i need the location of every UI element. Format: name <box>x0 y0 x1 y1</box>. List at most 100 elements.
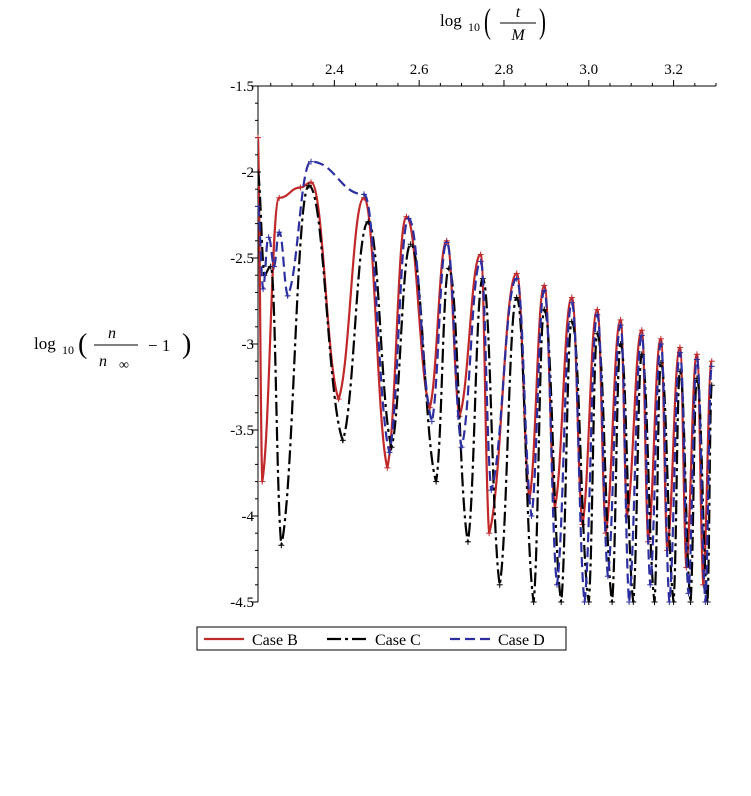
series-point <box>443 239 450 246</box>
series-point <box>255 134 261 141</box>
series-layer <box>255 134 715 605</box>
x-tick-label: 3.0 <box>579 62 598 78</box>
series-point <box>541 287 548 294</box>
svg-text:− 1: − 1 <box>148 336 170 355</box>
series-point <box>386 449 393 456</box>
series-point <box>708 363 715 370</box>
series-point <box>657 335 664 342</box>
series-point <box>255 169 261 175</box>
y-tick-label: -2.5 <box>230 251 254 267</box>
series-point <box>305 182 312 189</box>
series-point <box>405 215 412 222</box>
series-point <box>553 581 560 588</box>
series-point <box>708 358 715 365</box>
series-point <box>477 258 484 265</box>
series-point <box>339 437 346 444</box>
svg-text:log: log <box>34 334 56 353</box>
series-point <box>638 332 645 339</box>
series-point <box>617 322 624 329</box>
series-point <box>308 158 315 165</box>
series-point <box>513 275 520 282</box>
series-point <box>530 599 537 605</box>
series-point <box>260 285 267 292</box>
series-point <box>702 599 709 605</box>
series-point <box>335 396 342 403</box>
series-point <box>428 418 435 425</box>
series-point <box>458 444 465 451</box>
series-point <box>647 581 654 588</box>
series-point <box>361 191 368 198</box>
y-tick-label: -4.5 <box>230 595 254 611</box>
series-point <box>384 464 391 471</box>
series-point <box>388 444 395 451</box>
series-point <box>638 327 645 334</box>
series-point <box>407 241 414 248</box>
series-point <box>513 270 520 277</box>
legend-label: Case B <box>252 632 298 649</box>
svg-text:): ) <box>182 329 191 360</box>
y-tick-label: -2 <box>242 165 255 181</box>
y-tick-label: -4 <box>242 509 255 525</box>
series-point <box>308 179 315 186</box>
series-point <box>271 263 278 270</box>
y-tick-label: -1.5 <box>230 79 254 95</box>
x-axis-title: log 10 ( t M ) <box>440 2 546 44</box>
series-point <box>676 344 683 351</box>
svg-text:n: n <box>99 353 107 370</box>
series-point <box>676 349 683 356</box>
svg-text:n: n <box>108 325 116 342</box>
series-point <box>276 229 283 236</box>
svg-text:(: ( <box>484 2 491 41</box>
series-point <box>488 487 495 494</box>
legend-box <box>196 626 567 651</box>
series-point <box>693 356 700 363</box>
series-point <box>541 282 548 289</box>
legend: Case B Case C Case D <box>196 626 567 651</box>
series-point <box>558 599 565 605</box>
series-point <box>687 599 694 605</box>
series-point <box>464 538 471 545</box>
series-point <box>609 599 616 605</box>
series-point <box>685 590 692 597</box>
svg-text:M: M <box>510 27 526 44</box>
y-axis-title: log 10 ( n n ∞ − 1 ) <box>34 325 191 373</box>
series-point <box>666 599 673 605</box>
svg-text:log: log <box>440 11 462 30</box>
series-point <box>259 478 266 485</box>
series-line-case-d <box>258 160 713 602</box>
legend-label: Case D <box>498 632 545 649</box>
x-tick-label: 2.6 <box>410 62 429 78</box>
series-point <box>265 234 272 241</box>
series-point <box>594 306 601 313</box>
series-point <box>568 299 575 306</box>
series-point <box>617 316 624 323</box>
series-point <box>365 218 372 225</box>
x-tick-label: 3.2 <box>664 62 683 78</box>
series-point <box>486 530 493 537</box>
svg-text:∞: ∞ <box>119 358 129 373</box>
series-point <box>604 573 611 580</box>
svg-text:): ) <box>539 2 546 41</box>
series-point <box>581 599 588 605</box>
svg-text:t: t <box>516 4 521 21</box>
y-tick-label: -3 <box>242 337 255 353</box>
series-point <box>297 184 304 191</box>
series-point <box>657 341 664 347</box>
series-point <box>496 581 503 588</box>
series-point <box>255 203 261 210</box>
series-point <box>433 478 440 485</box>
x-tick-label: 2.4 <box>325 62 344 78</box>
series-point <box>513 294 520 301</box>
x-tick-label: 2.8 <box>495 62 514 78</box>
series-point <box>594 311 601 318</box>
legend-label: Case C <box>375 632 421 649</box>
series-point <box>278 542 285 549</box>
svg-text:10: 10 <box>468 20 480 34</box>
series-point <box>284 292 291 299</box>
series-point <box>276 194 283 201</box>
series-point <box>568 294 575 301</box>
series-point <box>477 251 484 258</box>
svg-text:(: ( <box>78 329 87 360</box>
svg-text:10: 10 <box>62 343 74 357</box>
